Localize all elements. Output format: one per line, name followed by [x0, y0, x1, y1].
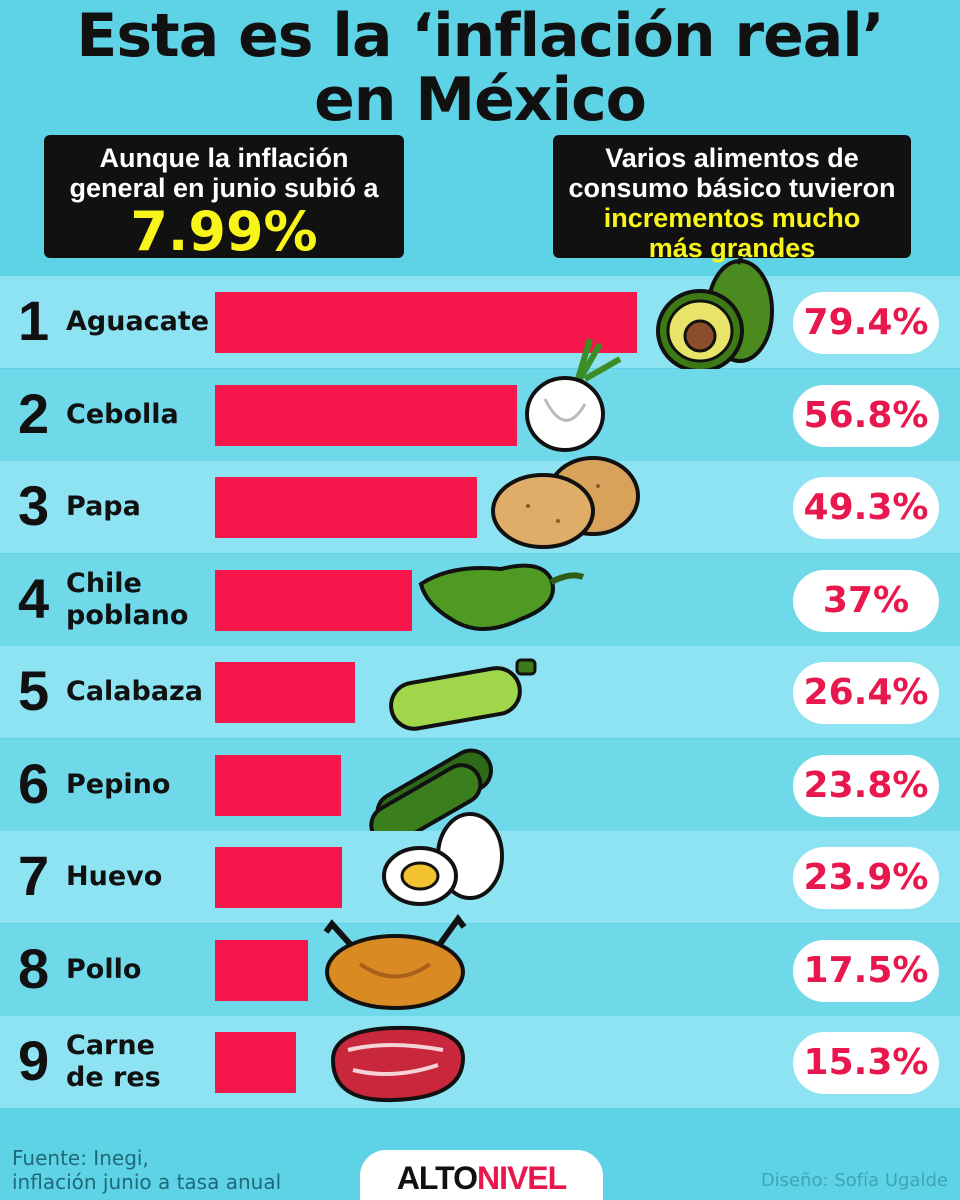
chart-row: 7 Huevo 23.9% [0, 812, 960, 923]
rank-number: 4 [18, 566, 50, 630]
bar [215, 384, 517, 446]
general-inflation-line-1: Aunque la inflación [99, 143, 349, 173]
design-credit: Diseño: Sofía Ugalde [760, 1170, 948, 1191]
category-label: Aguacate [66, 306, 210, 337]
title-line-2: en México [314, 65, 647, 135]
rank-number: 1 [18, 289, 50, 352]
food-increase-line-4: más grandes [648, 233, 816, 263]
source-line-2: inflación junio a tasa anual [12, 1170, 282, 1194]
logo-nivel: NIVEL [476, 1160, 567, 1196]
bar [215, 477, 477, 538]
chart-row: 3 Papa 49.3% [0, 456, 960, 553]
general-inflation-line-2: general en junio subió a [69, 173, 379, 203]
category-label: Pepino [66, 768, 171, 800]
category-label: Cebolla [66, 398, 179, 430]
category-label: Huevo [66, 861, 163, 892]
pepper-icon [413, 554, 593, 648]
category-label: Carne de res [66, 1030, 161, 1093]
food-increase-line-2: consumo básico tuvieron [568, 173, 896, 203]
chart-row: 2 Cebolla 56.8% [0, 337, 960, 461]
category-label: Calabaza [66, 676, 203, 707]
egg-icon [380, 811, 510, 915]
rank-number: 6 [18, 751, 50, 815]
bar [215, 754, 342, 816]
chart-row: 5 Calabaza 26.4% [0, 646, 960, 738]
chicken-icon [320, 913, 480, 1018]
bar [215, 939, 308, 1001]
general-inflation-box: Aunque la inflación general en junio sub… [44, 135, 404, 263]
cucumber-icon [362, 733, 502, 846]
source-line-1: Fuente: Inegi, [12, 1146, 149, 1170]
food-increase-line-1: Varios alimentos de [605, 143, 859, 173]
rank-number: 9 [18, 1029, 50, 1092]
food-increase-line-3: incrementos mucho [603, 203, 861, 233]
avocado-icon [650, 255, 780, 385]
title-line-1: Esta es la ‘inflación real’ [76, 1, 884, 71]
rank-number: 2 [18, 381, 50, 445]
bar [215, 569, 412, 631]
onion-icon [520, 337, 630, 463]
value-label: 49.3% [793, 477, 939, 539]
value-label: 23.8% [793, 754, 939, 817]
chart-row: 4 Chile poblano 37% [0, 553, 960, 648]
chart-row: 1 Aguacate 79.4% [0, 255, 960, 373]
value-label: 23.9% [793, 847, 939, 909]
chart-row: 8 Pollo 17.5% [0, 913, 960, 1016]
value-label: 56.8% [793, 384, 939, 447]
category-label: Papa [66, 491, 141, 522]
rank-number: 3 [18, 474, 50, 537]
category-label: Pollo [66, 953, 142, 985]
chart-row: 9 Carne de res 15.3% [0, 1016, 960, 1108]
page-title: Esta es la ‘inflación real’ en México [0, 0, 960, 132]
bar [215, 662, 356, 723]
general-inflation-value: 7.99% [130, 200, 318, 263]
value-label: 15.3% [793, 1032, 939, 1094]
logo-alto: ALTO [396, 1160, 478, 1196]
bar [215, 1032, 297, 1093]
zucchini-icon [382, 656, 542, 740]
value-label: 17.5% [793, 939, 939, 1002]
source-note: Fuente: Inegi, inflación junio a tasa an… [12, 1146, 281, 1194]
rank-number: 5 [18, 659, 50, 722]
bar [215, 847, 342, 908]
bar [215, 292, 637, 353]
rank-number: 8 [18, 936, 50, 1000]
value-label: 79.4% [793, 292, 939, 354]
altonivel-logo: ALTONIVEL [360, 1150, 603, 1200]
steak-icon [323, 1020, 468, 1109]
food-increase-box: Varios alimentos de consumo básico tuvie… [553, 135, 911, 263]
category-label: Chile poblano [66, 567, 189, 631]
value-label: 26.4% [793, 662, 939, 724]
potato-icon [488, 451, 648, 555]
rank-number: 7 [18, 844, 50, 907]
value-label: 37% [793, 569, 939, 632]
